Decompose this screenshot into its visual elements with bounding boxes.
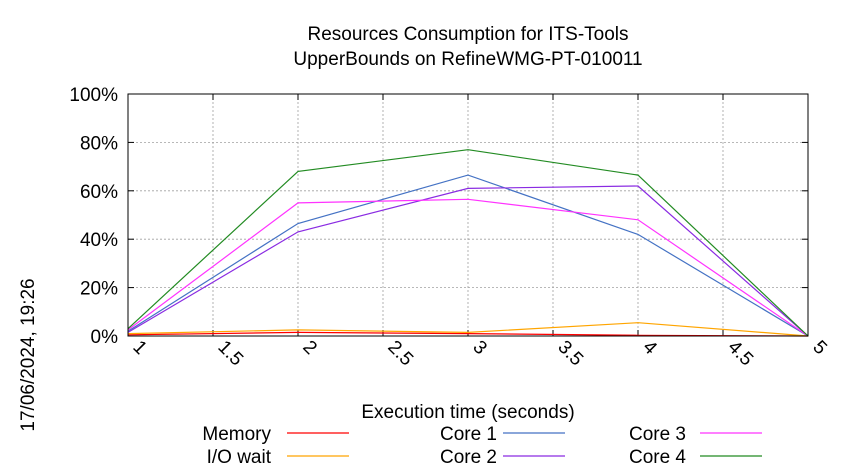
series-line-core-1 <box>127 174 809 337</box>
x-tick-label: 5 <box>808 337 830 359</box>
plot-frame <box>127 93 809 337</box>
legend-item: Core 2 <box>440 447 565 468</box>
x-tick-label: 3 <box>468 337 490 359</box>
legend-label: Core 3 <box>629 424 686 445</box>
y-tick-label: 60% <box>80 182 118 203</box>
series-line-core-3 <box>127 198 809 337</box>
chart-title-line-2: UpperBounds on RefineWMG-PT-010011 <box>293 49 642 70</box>
x-tick-label: 1 <box>128 337 150 359</box>
x-tick-label: 3.5 <box>553 337 587 371</box>
x-tick-label: 2 <box>298 337 320 359</box>
y-tick-label: 20% <box>80 279 118 300</box>
series-line-core-2 <box>127 185 809 337</box>
y-tick-label: 100% <box>69 85 118 106</box>
series-lines <box>127 149 809 337</box>
legend-item: Core 1 <box>440 424 565 445</box>
legend-label: Core 4 <box>629 447 686 468</box>
y-tick-label: 80% <box>80 133 118 154</box>
legend-item: Core 4 <box>629 447 762 468</box>
legend-item: Core 3 <box>629 424 762 445</box>
x-axis-ticks: 1 1.5 2 2.5 3 3.5 4 4.5 5 <box>127 94 831 371</box>
x-tick-label: 4.5 <box>723 337 757 371</box>
x-axis-label: Execution time (seconds) <box>361 402 574 423</box>
legend-label: Core 1 <box>440 424 497 445</box>
legend-label: I/O wait <box>207 447 272 468</box>
grid <box>128 94 808 336</box>
legend-item: Memory <box>202 424 349 445</box>
y-tick-label: 40% <box>80 230 118 251</box>
x-tick-label: 2.5 <box>383 337 417 371</box>
series-line-i-o-wait <box>127 322 809 337</box>
legend-item: I/O wait <box>207 447 349 468</box>
series-line-core-4 <box>127 149 809 337</box>
x-tick-label: 4 <box>638 337 661 360</box>
legend-label: Memory <box>202 424 271 445</box>
y-tick-label: 0% <box>91 327 119 348</box>
y-axis-ticks: 0% 20% 40% 60% 80% 100% <box>69 85 808 348</box>
legend-label: Core 2 <box>440 447 497 468</box>
timestamp-label: 17/06/2024, 19:26 <box>18 278 39 431</box>
x-tick-label: 1.5 <box>213 337 247 371</box>
chart-title-line-1: Resources Consumption for ITS-Tools <box>307 24 628 45</box>
